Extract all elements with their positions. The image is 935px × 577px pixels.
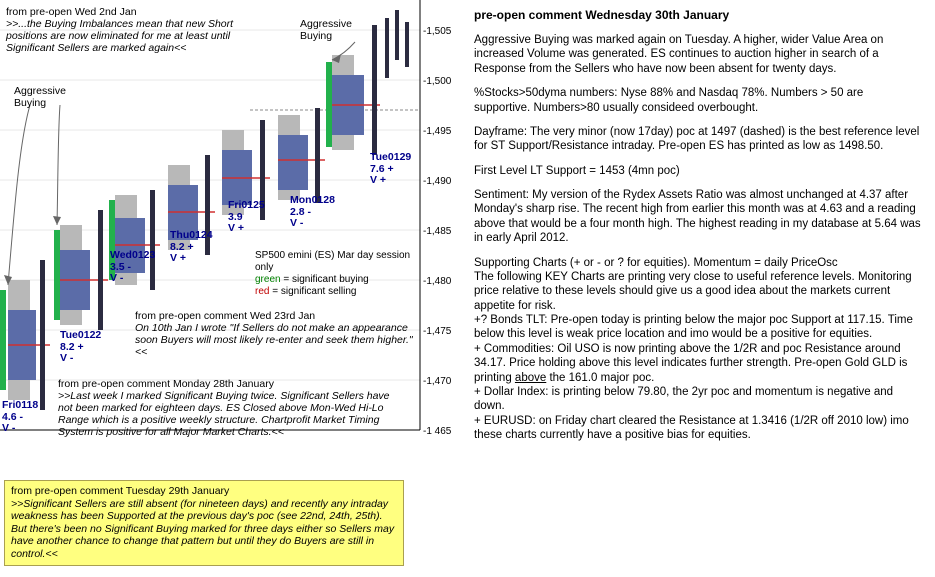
commentary-p6: Supporting Charts (+ or - or ? for equit… [474, 256, 922, 270]
commentary-p2: %Stocks>50dyma numbers: Nyse 88% and Nas… [474, 86, 922, 115]
daylabel-mon28: Mon0128 2.8 - V - [290, 195, 335, 230]
ann-tue29-box: from pre-open comment Tuesday 29th Janua… [4, 480, 404, 566]
chart-legend: SP500 emini (ES) Mar day session only gr… [255, 250, 420, 298]
daylabel-wed23: Wed0123 3.5 - V - [110, 250, 155, 285]
ytick: -1,505 [423, 26, 451, 37]
ytick: -1 465 [423, 426, 451, 437]
daylabel-tue22: Tue0122 8.2 + V - [60, 330, 101, 365]
ann-mon28-from: from pre-open comment Monday 28th Januar… [58, 378, 274, 390]
ann-mon28: from pre-open comment Monday 28th Januar… [58, 378, 403, 438]
daylabel-tue29: Tue0129 7.6 + V + [370, 152, 411, 187]
ytick: -1,470 [423, 376, 451, 387]
daylabel-fri25: Fri0125 3.9 V + [228, 200, 265, 235]
commentary-title: pre-open comment Wednesday 30th January [474, 8, 922, 23]
ytick: -1,480 [423, 276, 451, 287]
p8b-u: above [515, 372, 546, 384]
commentary-panel: pre-open comment Wednesday 30th January … [468, 0, 928, 577]
label-agg-buy-right: Aggressive Buying [300, 18, 370, 42]
ann-jan2-body: >>...the Buying Imbalances mean that new… [6, 18, 233, 54]
legend-green-t: = significant buying [281, 274, 369, 285]
ytick: -1,495 [423, 126, 451, 137]
ytick: -1,490 [423, 176, 451, 187]
commentary-p1: Aggressive Buying was marked again on Tu… [474, 33, 922, 76]
commentary-p8b: + Commodities: Oil USO is now printing a… [474, 342, 922, 385]
commentary-p3: Dayframe: The very minor (now 17day) poc… [474, 125, 922, 154]
ann-tue29-from: from pre-open comment Tuesday 29th Janua… [11, 485, 229, 497]
ytick: -1,475 [423, 326, 451, 337]
daylabel-thu24: Thu0124 8.2 + V + [170, 230, 213, 265]
ann-wed23-from: from pre-open comment Wed 23rd Jan [135, 310, 315, 322]
label-agg-buy-left: Aggressive Buying [14, 85, 84, 109]
commentary-p4: First Level LT Support = 1453 (4mn poc) [474, 164, 922, 178]
ann-jan2-from: from pre-open Wed 2nd Jan [6, 6, 137, 18]
legend-green: green [255, 274, 281, 285]
commentary-p8d: + EURUSD: on Friday chart cleared the Re… [474, 414, 922, 443]
commentary-p5: Sentiment: My version of the Rydex Asset… [474, 188, 922, 246]
commentary-p8a: +? Bonds TLT: Pre-open today is printing… [474, 313, 922, 342]
legend-red-t: = significant selling [269, 286, 356, 297]
p8b-post: the 161.0 major poc. [546, 372, 654, 384]
ann-tue29-body: >>Significant Sellers are still absent (… [11, 498, 394, 560]
legend-title: SP500 emini (ES) Mar day session only [255, 250, 410, 273]
ytick: -1,500 [423, 76, 451, 87]
ann-mon28-body: >>Last week I marked Significant Buying … [58, 390, 390, 438]
chart-panel: -1,505 -1,500 -1,495 -1,490 -1,485 -1,48… [0, 0, 460, 577]
ann-wed23: from pre-open comment Wed 23rd Jan On 10… [135, 310, 415, 358]
ytick: -1,485 [423, 226, 451, 237]
commentary-p8c: + Dollar Index: is printing below 79.80,… [474, 385, 922, 414]
commentary-p7: The following KEY Charts are printing ve… [474, 270, 922, 313]
legend-red: red [255, 286, 269, 297]
daylabel-fri18: Fri0118 4.6 - V - [2, 400, 38, 435]
ann-jan2: from pre-open Wed 2nd Jan >>...the Buyin… [6, 6, 236, 54]
ann-wed23-body: On 10th Jan I wrote "If Sellers do not m… [135, 322, 413, 358]
